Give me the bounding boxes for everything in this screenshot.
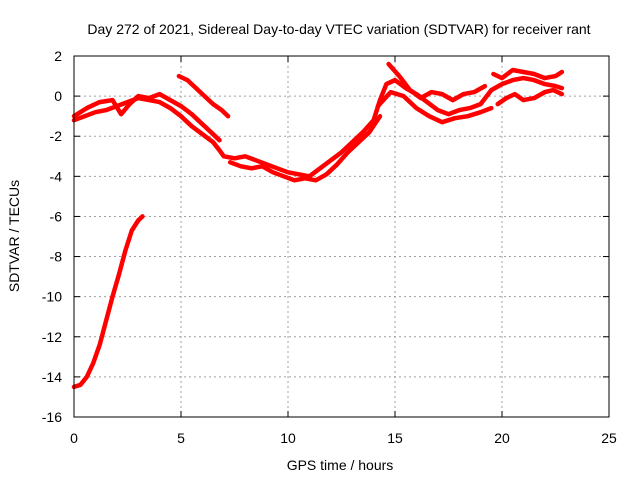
x-tick-label: 10 — [280, 430, 296, 446]
series-lower-band — [227, 113, 383, 183]
x-tick-label: 20 — [494, 430, 510, 446]
plot-frame — [73, 55, 610, 418]
y-axis-label: SDTVAR / TECUs — [6, 180, 22, 292]
x-tick-label: 5 — [177, 430, 185, 446]
y-tick-label: -14 — [42, 369, 62, 385]
y-tick-label: 2 — [54, 48, 62, 64]
y-tick-label: -8 — [50, 249, 63, 265]
y-tick-label: -10 — [42, 289, 62, 305]
series-afternoon-upper — [176, 73, 231, 119]
x-axis-label: GPS time / hours — [287, 457, 394, 473]
series-main-trace — [71, 75, 565, 179]
y-tick-label: -2 — [50, 128, 63, 144]
series-early-ramp — [71, 214, 145, 390]
ticks — [73, 55, 610, 418]
x-tick-label: 15 — [387, 430, 403, 446]
y-tick-label: -16 — [42, 409, 62, 425]
x-tick-label: 25 — [601, 430, 617, 446]
y-tick-label: 0 — [54, 88, 62, 104]
series-post-peak-upper — [386, 61, 488, 103]
series-secondary-trace — [71, 91, 222, 143]
chart-title: Day 272 of 2021, Sidereal Day-to-day VTE… — [87, 21, 590, 37]
series-layer — [71, 61, 565, 390]
series-post-peak-lower — [375, 89, 494, 125]
grid — [74, 56, 609, 417]
x-tick-label: 0 — [70, 430, 78, 446]
series-evening-upper — [491, 67, 565, 81]
y-tick-label: -12 — [42, 329, 62, 345]
y-tick-label: -4 — [50, 168, 63, 184]
series-evening-lower — [495, 87, 565, 107]
y-tick-label: -6 — [50, 208, 63, 224]
